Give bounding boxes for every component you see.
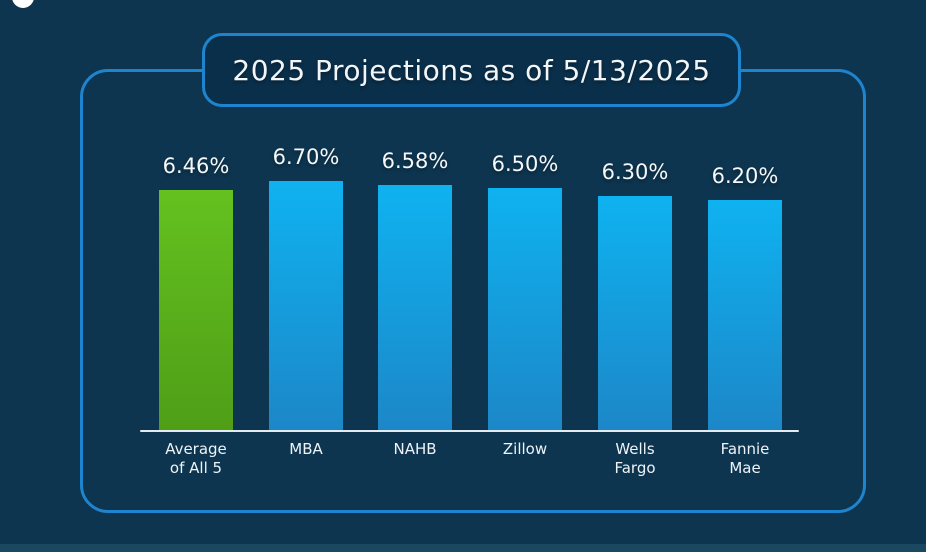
corner-dot xyxy=(12,0,34,8)
bar-category-label: Wells Fargo xyxy=(614,440,656,477)
bar-column: 6.30% xyxy=(580,160,690,430)
bar xyxy=(708,200,782,430)
chart-title: 2025 Projections as of 5/13/2025 xyxy=(232,53,711,87)
bottom-accent-strip xyxy=(0,544,926,552)
bar xyxy=(269,181,343,430)
bar-value-label: 6.70% xyxy=(272,145,340,169)
chart-title-box: 2025 Projections as of 5/13/2025 xyxy=(202,33,741,107)
bar-value-label: 6.46% xyxy=(162,154,230,178)
bar-category-label: Fannie Mae xyxy=(720,440,770,477)
bar xyxy=(378,185,452,430)
bar-category-label: MBA xyxy=(289,440,323,458)
bar-category-label: Average of All 5 xyxy=(165,440,227,477)
bar-column: 6.50% xyxy=(470,152,580,430)
bar-value-label: 6.30% xyxy=(601,160,669,184)
x-axis-line xyxy=(140,430,799,432)
bar xyxy=(159,190,233,430)
bar xyxy=(598,196,672,430)
bar-column: 6.70% xyxy=(251,145,361,430)
bar-column: 6.58% xyxy=(360,149,470,430)
bar-category-label: Zillow xyxy=(502,440,548,458)
bar-value-label: 6.50% xyxy=(491,152,559,176)
bar-column: 6.20% xyxy=(690,164,800,430)
bar-category-label: NAHB xyxy=(393,440,437,458)
bar-value-label: 6.58% xyxy=(381,149,449,173)
bar-column: 6.46% xyxy=(141,154,251,430)
bar-value-label: 6.20% xyxy=(711,164,779,188)
bar xyxy=(488,188,562,430)
